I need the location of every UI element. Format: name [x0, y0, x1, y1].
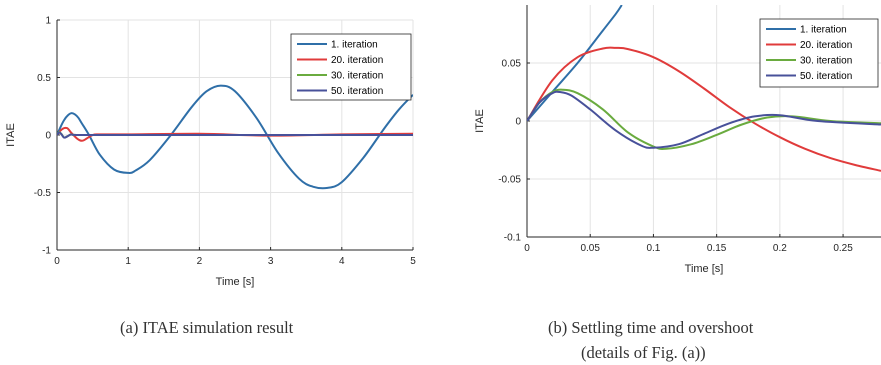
legend-label-a-2: 20. iteration — [331, 55, 383, 66]
series-line-a-4 — [57, 131, 413, 139]
legend-label-a-1: 1. iteration — [331, 40, 378, 51]
legend-label-b-1: 1. iteration — [800, 25, 847, 36]
x-tick-label-b-1: 0.05 — [580, 243, 600, 254]
series-line-b-3 — [527, 88, 881, 150]
legend-b: 1. iteration 20. iteration 30. iteration 50… — [759, 18, 879, 88]
x-tick-label-a-4: 4 — [339, 256, 345, 267]
y-tick-label-a-4: -1 — [42, 246, 51, 257]
x-tick-label-a-1: 1 — [125, 256, 131, 267]
y-axis-label-b: ITAE — [474, 109, 486, 133]
y-tick-label-a-3: -0.5 — [34, 188, 52, 199]
x-tick-label-b-2: 0.1 — [646, 243, 660, 254]
y-tick-label-b-2: -0.05 — [498, 175, 521, 186]
y-tick-label-a-0: 1 — [45, 16, 51, 27]
x-tick-label-a-0: 0 — [54, 256, 60, 267]
x-axis-label-b: Time [s] — [685, 263, 724, 275]
legend-a: 1. iteration 20. iteration 30. iteration 50… — [290, 33, 412, 101]
chart-settling-detail: 0 0.05 0.1 0.15 0.2 0.25 0.05 0 -0.05 -0.1 Time [s… — [474, 5, 881, 275]
x-tick-label-b-0: 0 — [524, 243, 530, 254]
legend-label-b-3: 30. iteration — [800, 56, 852, 67]
chart-itae-simulation: 0 1 2 3 4 5 1 0.5 0 -0.5 -1 Time [s] ITAE 1. iteratio… — [5, 16, 416, 289]
series-line-b-2 — [527, 46, 881, 172]
y-tick-label-b-3: -0.1 — [504, 233, 522, 244]
x-tick-label-a-5: 5 — [410, 256, 416, 267]
legend-label-a-3: 30. iteration — [331, 71, 383, 82]
legend-label-a-4: 50. iteration — [331, 86, 383, 97]
x-axis-label-a: Time [s] — [216, 276, 255, 288]
y-tick-label-a-1: 0.5 — [37, 73, 51, 84]
series-group-b — [527, 5, 881, 172]
x-tick-label-b-5: 0.25 — [833, 243, 853, 254]
series-line-b-4 — [527, 90, 881, 149]
x-tick-label-a-2: 2 — [197, 256, 203, 267]
series-line-a-1 — [57, 84, 413, 190]
y-axis-label-a: ITAE — [5, 123, 17, 147]
y-tick-label-b-0: 0.05 — [502, 59, 522, 70]
caption-a: (a) ITAE simulation result — [120, 318, 294, 337]
legend-label-b-4: 50. iteration — [800, 71, 852, 82]
x-tick-label-b-3: 0.15 — [707, 243, 727, 254]
y-tick-label-b-1: 0 — [515, 117, 521, 128]
series-group-a — [57, 84, 413, 190]
y-tick-label-a-2: 0 — [45, 131, 51, 142]
x-tick-label-a-3: 3 — [268, 256, 274, 267]
legend-label-b-2: 20. iteration — [800, 40, 852, 51]
caption-b-line2: (details of Fig. (a)) — [581, 343, 706, 362]
caption-b-line1: (b) Settling time and overshoot — [548, 318, 754, 337]
x-tick-label-b-4: 0.2 — [773, 243, 787, 254]
